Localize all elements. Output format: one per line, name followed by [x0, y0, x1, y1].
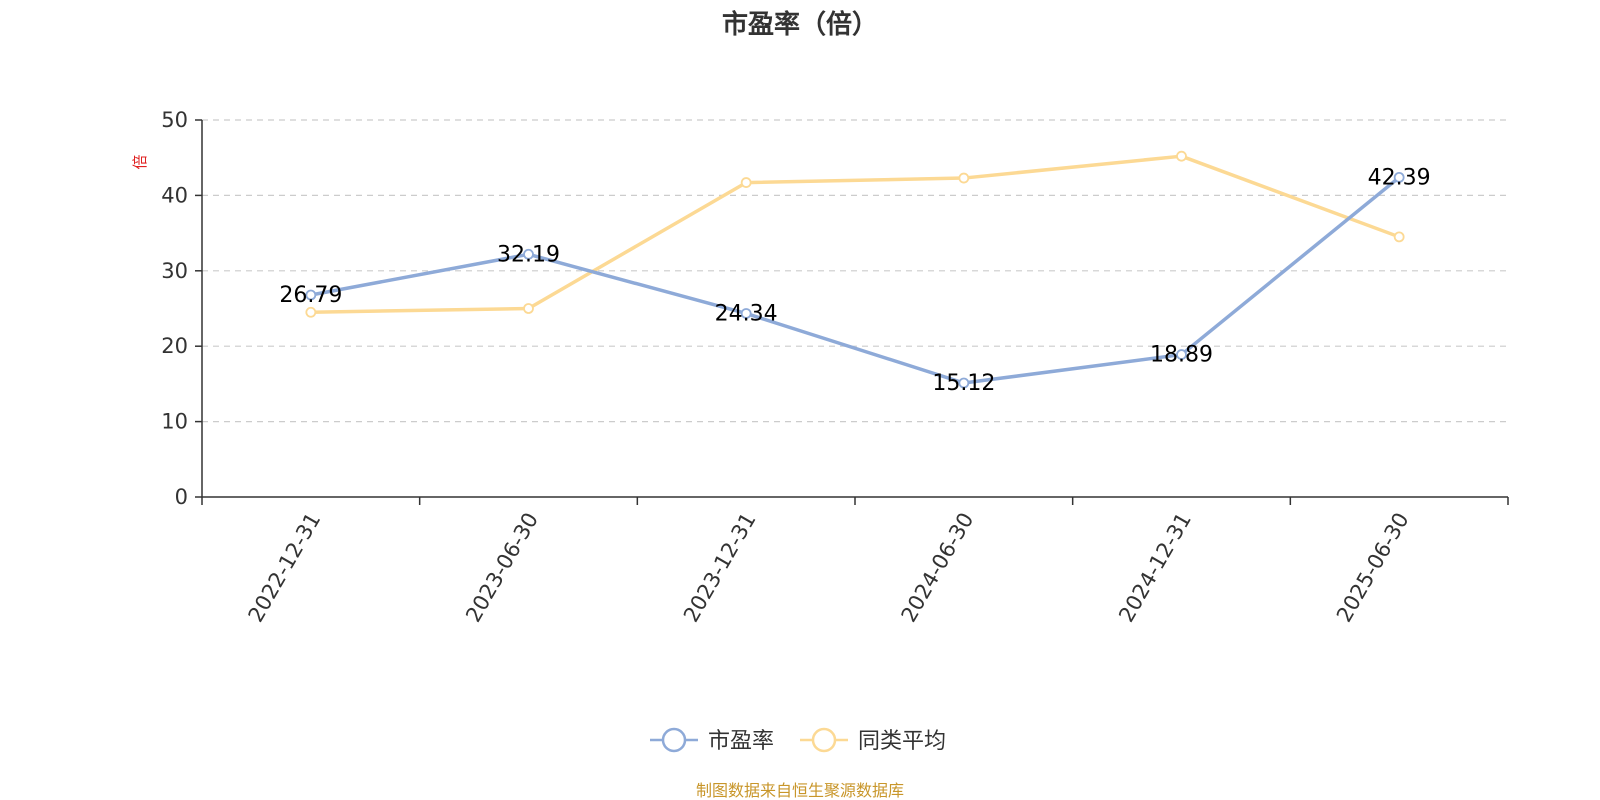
legend-item-0[interactable]: 市盈率: [650, 727, 774, 754]
series-0-point[interactable]: [523, 248, 534, 260]
series-line-0: [310, 176, 1401, 385]
y-tick-label: 20: [161, 334, 188, 358]
y-tick-label: 30: [161, 259, 188, 283]
series-1-point[interactable]: [958, 172, 970, 184]
data-label: 18.89: [1150, 343, 1213, 368]
y-tick-label: 50: [161, 108, 188, 132]
legend-circle-icon: [811, 727, 837, 753]
series-0-point[interactable]: [1176, 349, 1187, 360]
series-0-point[interactable]: [1393, 171, 1405, 183]
data-label: 42.39: [1368, 165, 1431, 190]
x-tick-label: 2022-12-31: [244, 509, 326, 627]
legend-circle-icon: [661, 727, 687, 753]
series-0-point[interactable]: [740, 308, 752, 319]
legend-label: 同类平均: [858, 729, 946, 754]
y-tick-label: 10: [161, 410, 188, 434]
axes: 0 10 20 30 40 50 2022-12-31 2023-06-30 2023-12-3…: [161, 108, 1509, 627]
grid-lines: [202, 119, 1508, 423]
data-labels: 26.79 32.19 24.34 15.12 18.89 42.39: [279, 165, 1430, 396]
series-0-point[interactable]: [305, 289, 317, 301]
data-label: 32.19: [497, 242, 560, 267]
series-1-point[interactable]: [1393, 231, 1405, 243]
series-line-1: [310, 154, 1400, 315]
series-lines: [305, 150, 1405, 389]
series-1-point[interactable]: [523, 303, 534, 314]
chart-title: 市盈率（倍）: [722, 9, 878, 40]
legend-item-1[interactable]: 同类平均: [800, 727, 946, 754]
x-tick-label: 2025-06-30: [1332, 509, 1414, 627]
data-label: 24.34: [715, 301, 778, 326]
data-source-note: 制图数据来自恒生聚源数据库: [696, 781, 904, 800]
legend[interactable]: 市盈率 同类平均: [650, 727, 946, 754]
series-1-point[interactable]: [740, 177, 752, 188]
y-unit-label: 倍: [131, 154, 149, 169]
series-1-point[interactable]: [1176, 150, 1187, 162]
series-1-point[interactable]: [305, 306, 317, 318]
series-0-point[interactable]: [958, 377, 970, 389]
legend-label: 市盈率: [708, 729, 774, 754]
y-tick-label: 40: [161, 183, 188, 207]
x-tick-label: 2024-12-31: [1114, 509, 1196, 627]
y-tick-label: 0: [175, 485, 188, 509]
data-label: 15.12: [932, 371, 995, 396]
x-tick-label: 2023-06-30: [461, 509, 543, 627]
data-label: 26.79: [279, 283, 342, 308]
x-tick-label: 2024-06-30: [897, 508, 979, 626]
x-tick-label: 2023-12-31: [679, 509, 761, 627]
